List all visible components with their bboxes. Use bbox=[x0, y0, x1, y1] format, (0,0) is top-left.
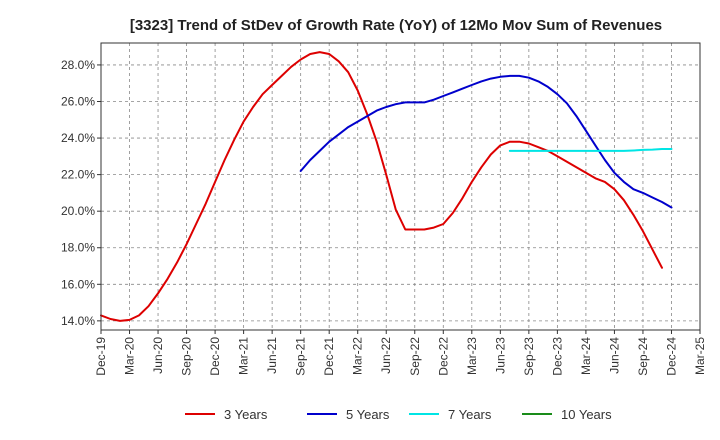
y-axis: 14.0% 16.0% 18.0% 20.0% 22.0% 24.0% 26.0% 28.0% bbox=[61, 58, 101, 328]
y-tick-label: 20.0% bbox=[61, 204, 95, 218]
x-tick-label: Jun-20 bbox=[151, 337, 165, 374]
x-tick-label: Dec-24 bbox=[664, 337, 678, 376]
x-tick-label: Mar-24 bbox=[579, 337, 593, 375]
x-tick-label: Dec-22 bbox=[436, 337, 450, 376]
y-tick-label: 22.0% bbox=[61, 168, 95, 182]
legend-label: 7 Years bbox=[448, 407, 492, 422]
x-tick-label: Sep-21 bbox=[294, 337, 308, 376]
y-tick-label: 26.0% bbox=[61, 94, 95, 108]
legend: 3 Years 5 Years 7 Years 10 Years bbox=[185, 407, 612, 422]
x-tick-label: Jun-22 bbox=[379, 337, 393, 374]
x-tick-label: Mar-22 bbox=[351, 337, 365, 375]
x-tick-label: Jun-24 bbox=[607, 337, 621, 374]
series-layer bbox=[100, 51, 673, 322]
x-tick-label: Dec-23 bbox=[550, 337, 564, 376]
y-tick-label: 28.0% bbox=[61, 58, 95, 72]
chart-title: [3323] Trend of StDev of Growth Rate (Yo… bbox=[130, 17, 662, 34]
x-tick-label: Sep-23 bbox=[522, 337, 536, 376]
y-tick-label: 14.0% bbox=[61, 314, 95, 328]
x-tick-label: Mar-25 bbox=[693, 337, 707, 375]
y-tick-label: 18.0% bbox=[61, 241, 95, 255]
x-tick-label: Mar-23 bbox=[465, 337, 479, 375]
y-tick-label: 16.0% bbox=[61, 277, 95, 291]
grid bbox=[100, 43, 701, 330]
x-tick-label: Dec-20 bbox=[208, 337, 222, 376]
x-tick-label: Dec-21 bbox=[322, 337, 336, 376]
y-tick-label: 24.0% bbox=[61, 131, 95, 145]
x-tick-label: Dec-19 bbox=[94, 337, 108, 376]
x-tick-label: Sep-22 bbox=[408, 337, 422, 376]
x-tick-label: Mar-20 bbox=[123, 337, 137, 375]
x-tick-label: Jun-21 bbox=[265, 337, 279, 374]
x-axis: Dec-19 Mar-20 Jun-20 Sep-20 Dec-20 Mar-21 Jun-… bbox=[94, 330, 707, 376]
series-line-3-years bbox=[100, 51, 663, 322]
legend-label: 3 Years bbox=[224, 407, 268, 422]
legend-label: 5 Years bbox=[346, 407, 390, 422]
x-tick-label: Mar-21 bbox=[237, 337, 251, 375]
legend-label: 10 Years bbox=[561, 407, 612, 422]
series-line-5-years bbox=[299, 74, 673, 209]
x-tick-label: Jun-23 bbox=[493, 337, 507, 374]
series-line-7-years bbox=[508, 148, 673, 152]
x-tick-label: Sep-20 bbox=[180, 337, 194, 376]
plot-area bbox=[100, 42, 701, 331]
x-tick-label: Sep-24 bbox=[636, 337, 650, 376]
